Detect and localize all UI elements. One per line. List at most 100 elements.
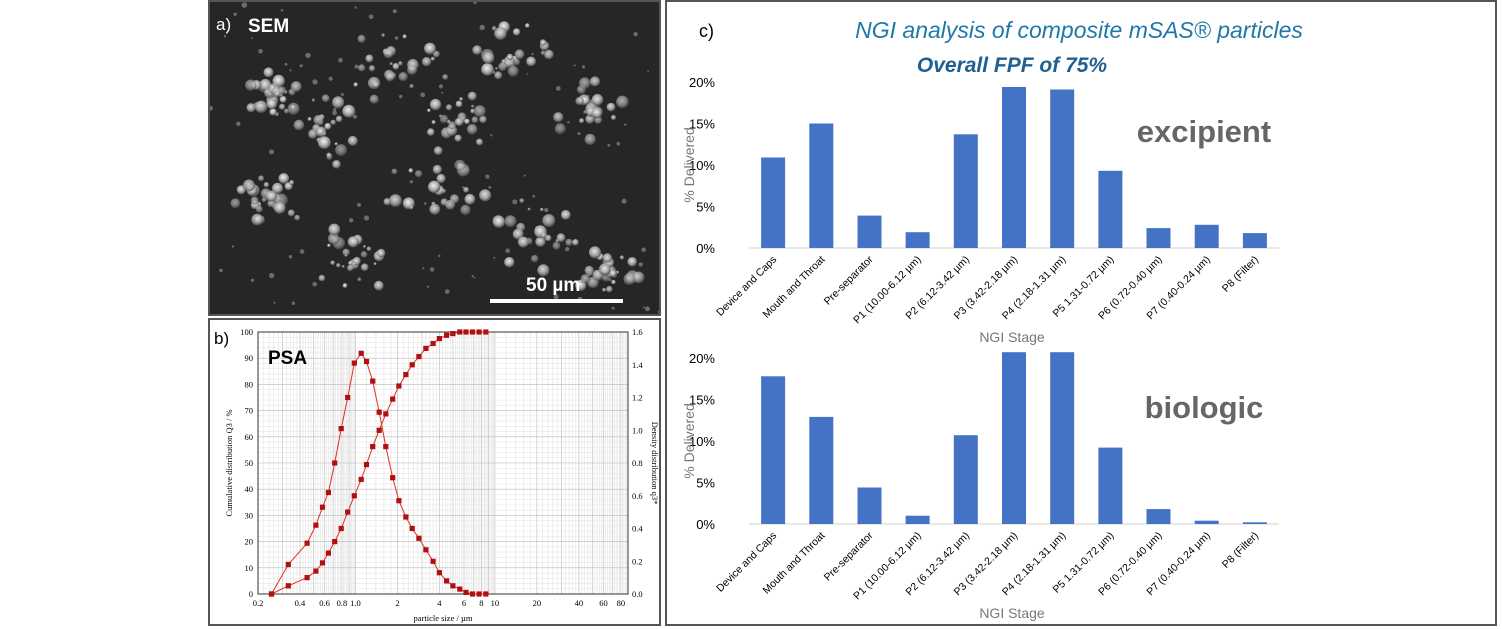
sem-particle: [512, 228, 524, 240]
bar: [761, 157, 786, 248]
sem-particle: [283, 108, 289, 114]
psa-data-point: [469, 329, 476, 335]
sem-particle: [512, 199, 518, 205]
sem-particle: [426, 285, 430, 288]
y-tick-label: 20%: [689, 351, 715, 366]
psa-data-point: [313, 522, 319, 528]
psa-x-tick-label: 4: [437, 598, 442, 608]
psa-x-tick-label: 20: [533, 598, 542, 608]
sem-particle: [488, 186, 492, 189]
sem-particle: [273, 301, 276, 304]
sem-particle: [544, 207, 549, 213]
sem-particle: [633, 32, 638, 37]
sem-particle: [442, 74, 449, 80]
sem-particle: [342, 248, 350, 256]
psa-data-point: [396, 383, 402, 389]
sem-particle: [581, 65, 586, 69]
sem-particle: [269, 272, 275, 279]
sem-particle: [360, 263, 369, 272]
psa-data-point: [483, 591, 489, 597]
sem-particle: [619, 255, 624, 260]
psa-data-point: [463, 329, 469, 335]
sem-particle: [231, 245, 235, 248]
sem-particle: [365, 54, 374, 63]
sem-particle: [473, 2, 477, 5]
sem-particle: [645, 306, 650, 312]
sem-particle: [391, 168, 398, 175]
sem-particle: [504, 215, 517, 228]
bar: [1098, 447, 1123, 524]
sem-particle: [479, 24, 485, 31]
category-label: P8 (Filter): [1220, 530, 1261, 571]
sem-particle: [527, 207, 531, 211]
sem-particle: [490, 134, 493, 137]
sem-particle: [333, 108, 337, 112]
sem-particle: [348, 260, 353, 266]
sem-particle: [591, 94, 604, 106]
psa-data-point: [450, 583, 456, 589]
category-label: P8 (Filter): [1220, 254, 1261, 295]
sem-particle: [354, 64, 359, 69]
sem-particle: [611, 306, 615, 310]
scale-bar-label: 50 µm: [526, 275, 580, 296]
sem-particle: [368, 14, 374, 20]
sem-particle: [392, 9, 397, 14]
sem-particle: [505, 248, 511, 253]
psa-data-point: [345, 394, 351, 401]
sem-particle: [294, 214, 301, 221]
sem-particle: [493, 256, 496, 259]
sem-particle: [347, 135, 358, 146]
psa-data-point: [363, 462, 370, 468]
sem-particle: [266, 98, 277, 110]
sem-particle: [398, 61, 403, 66]
psa-y-tick-label: 70: [245, 406, 254, 416]
sem-particle: [265, 90, 269, 95]
psa-y-tick-label: 90: [245, 353, 254, 363]
sem-particle: [308, 129, 318, 139]
sem-particle: [560, 210, 571, 220]
sem-particle: [318, 120, 324, 125]
sem-particle: [585, 114, 595, 124]
sem-particle: [399, 94, 403, 99]
psa-x-tick-label: 0.6: [319, 598, 330, 608]
sem-particle: [423, 202, 427, 205]
bar: [953, 435, 978, 524]
psa-data-point: [313, 568, 319, 574]
sem-particle: [279, 95, 287, 103]
sem-particle: [553, 112, 564, 123]
sem-particle: [616, 141, 621, 146]
sem-particle: [330, 260, 335, 266]
sem-particle: [289, 69, 292, 72]
bar: [761, 376, 786, 524]
sem-particle: [414, 170, 423, 178]
sem-particle: [279, 103, 286, 110]
sem-particle: [278, 86, 287, 95]
bar: [1194, 224, 1219, 248]
psa-x-tick-label: 0.8: [337, 598, 348, 608]
sem-particle: [526, 72, 529, 75]
sem-particle: [427, 128, 435, 136]
y-tick-label: 15%: [689, 393, 715, 408]
sem-particle: [305, 52, 311, 59]
psa-data-point: [457, 329, 463, 335]
sem-particle: [280, 9, 284, 12]
sem-particle: [261, 197, 267, 203]
sem-particle: [354, 6, 357, 9]
bar: [1002, 352, 1026, 524]
sem-particle: [352, 262, 356, 266]
psa-data-point: [383, 444, 389, 450]
sem-particle: [552, 241, 561, 250]
sem-particle: [381, 33, 385, 37]
psa-x-tick-label: 80: [617, 598, 626, 608]
bar: [1194, 520, 1219, 524]
psa-y-axis-label: Cumulative distribution Q3 / %: [224, 409, 234, 516]
sem-particle: [602, 253, 613, 263]
sem-particle: [485, 174, 490, 179]
sem-particle: [353, 82, 358, 87]
sem-particle: [241, 2, 248, 8]
psa-data-point: [423, 345, 429, 351]
bar: [1050, 89, 1075, 248]
psa-x-tick-label: 0.4: [295, 598, 306, 608]
sem-particle: [573, 64, 576, 67]
